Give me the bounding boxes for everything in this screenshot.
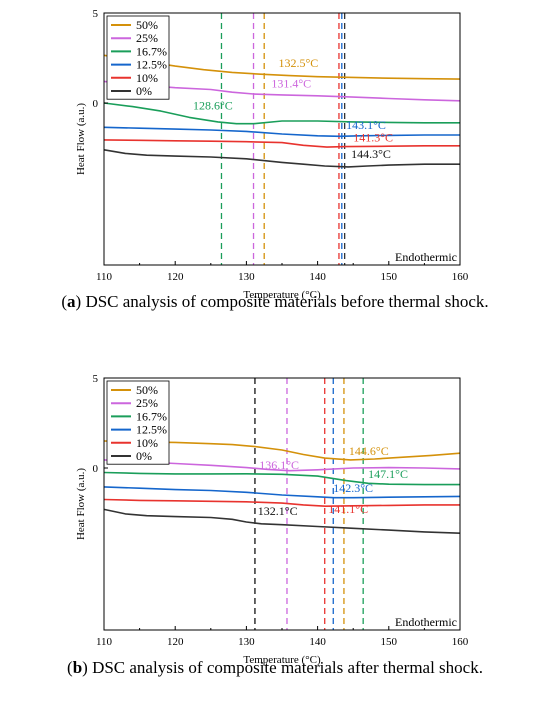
y-tick-label: 0 xyxy=(93,98,99,110)
series-line-0pct xyxy=(103,149,460,168)
legend-entry: 0% xyxy=(136,449,152,463)
legend-entry: 16.7% xyxy=(136,409,167,423)
peak-annotation: 128.6°C xyxy=(193,98,233,112)
x-axis-label: Temperature (°C) xyxy=(243,289,321,301)
peak-annotation: 132.1°C xyxy=(258,504,298,518)
series-line-0pct xyxy=(103,508,461,534)
legend-entry: 25% xyxy=(136,31,158,45)
corner-label: Endothermic xyxy=(395,250,457,264)
x-tick-label: 160 xyxy=(452,271,469,283)
legend: 50%25%16.7%12.5%10%0% xyxy=(106,15,170,100)
legend-entry: 25% xyxy=(136,396,158,410)
legend-box xyxy=(106,380,170,465)
x-tick-label: 150 xyxy=(381,271,398,283)
series-line-10pct xyxy=(103,498,460,508)
legend-entry: 10% xyxy=(136,71,158,85)
series-line-12.5pct xyxy=(103,486,461,499)
x-tick-label: 150 xyxy=(381,636,398,648)
legend-entry: 16.7% xyxy=(136,44,167,58)
x-axis-label: Temperature (°C) xyxy=(243,654,321,666)
series-line-12.5pct xyxy=(103,126,460,138)
peak-annotation: 132.5°C xyxy=(278,56,318,70)
peak-annotation: 143.1°C xyxy=(346,118,386,132)
corner-label: Endothermic xyxy=(395,615,457,629)
x-tick-label: 140 xyxy=(309,271,326,283)
y-axis-label: Heat Flow (a.u.) xyxy=(75,468,87,540)
panel-a: 110 120 130 140 150 160 5 0 Temperature (°C) Heat… xyxy=(61,8,488,311)
legend-entry: 12.5% xyxy=(136,423,167,437)
peak-annotation: 141.1°C xyxy=(328,502,368,516)
x-tick-label: 140 xyxy=(309,636,326,648)
x-tick-label: 130 xyxy=(238,271,255,283)
series-line-16.7pct xyxy=(103,102,460,125)
series-line-50pct xyxy=(103,440,461,461)
legend-box xyxy=(106,15,170,100)
series-line-16.7pct xyxy=(103,471,460,486)
legend: 50%25%16.7%12.5%10%0% xyxy=(106,380,170,465)
legend-entry: 50% xyxy=(136,18,158,32)
peak-annotation: 144.3°C xyxy=(351,147,391,161)
y-tick-label: 0 xyxy=(93,463,99,475)
peak-annotation: 136.1°C xyxy=(259,458,299,472)
panel-b: 110 120 130 140 150 160 5 0 Temperature (°C) Heat… xyxy=(67,373,483,677)
x-tick-label: 160 xyxy=(452,636,469,648)
peak-annotation: 144.6°C xyxy=(349,444,389,458)
y-axis-label: Heat Flow (a.u.) xyxy=(75,103,87,175)
x-tick-label: 120 xyxy=(167,636,184,648)
x-tick-label: 110 xyxy=(96,636,113,648)
peak-annotation: 147.1°C xyxy=(368,467,408,481)
x-tick-label: 120 xyxy=(167,271,184,283)
peak-annotation: 141.3°C xyxy=(353,131,393,145)
legend-entry: 0% xyxy=(136,84,152,98)
legend-entry: 10% xyxy=(136,436,158,450)
peak-annotation: 142.3°C xyxy=(333,481,373,495)
legend-entry: 50% xyxy=(136,383,158,397)
series-line-10pct xyxy=(103,139,460,148)
y-tick-label: 5 xyxy=(93,8,99,20)
peak-annotation: 131.4°C xyxy=(271,77,311,91)
figure-caption: (b) DSC analysis of composite materials … xyxy=(67,658,483,677)
x-tick-label: 130 xyxy=(238,636,255,648)
figure-caption: (a) DSC analysis of composite materials … xyxy=(61,292,488,311)
x-tick-label: 110 xyxy=(96,271,113,283)
y-tick-label: 5 xyxy=(93,373,99,385)
legend-entry: 12.5% xyxy=(136,58,167,72)
